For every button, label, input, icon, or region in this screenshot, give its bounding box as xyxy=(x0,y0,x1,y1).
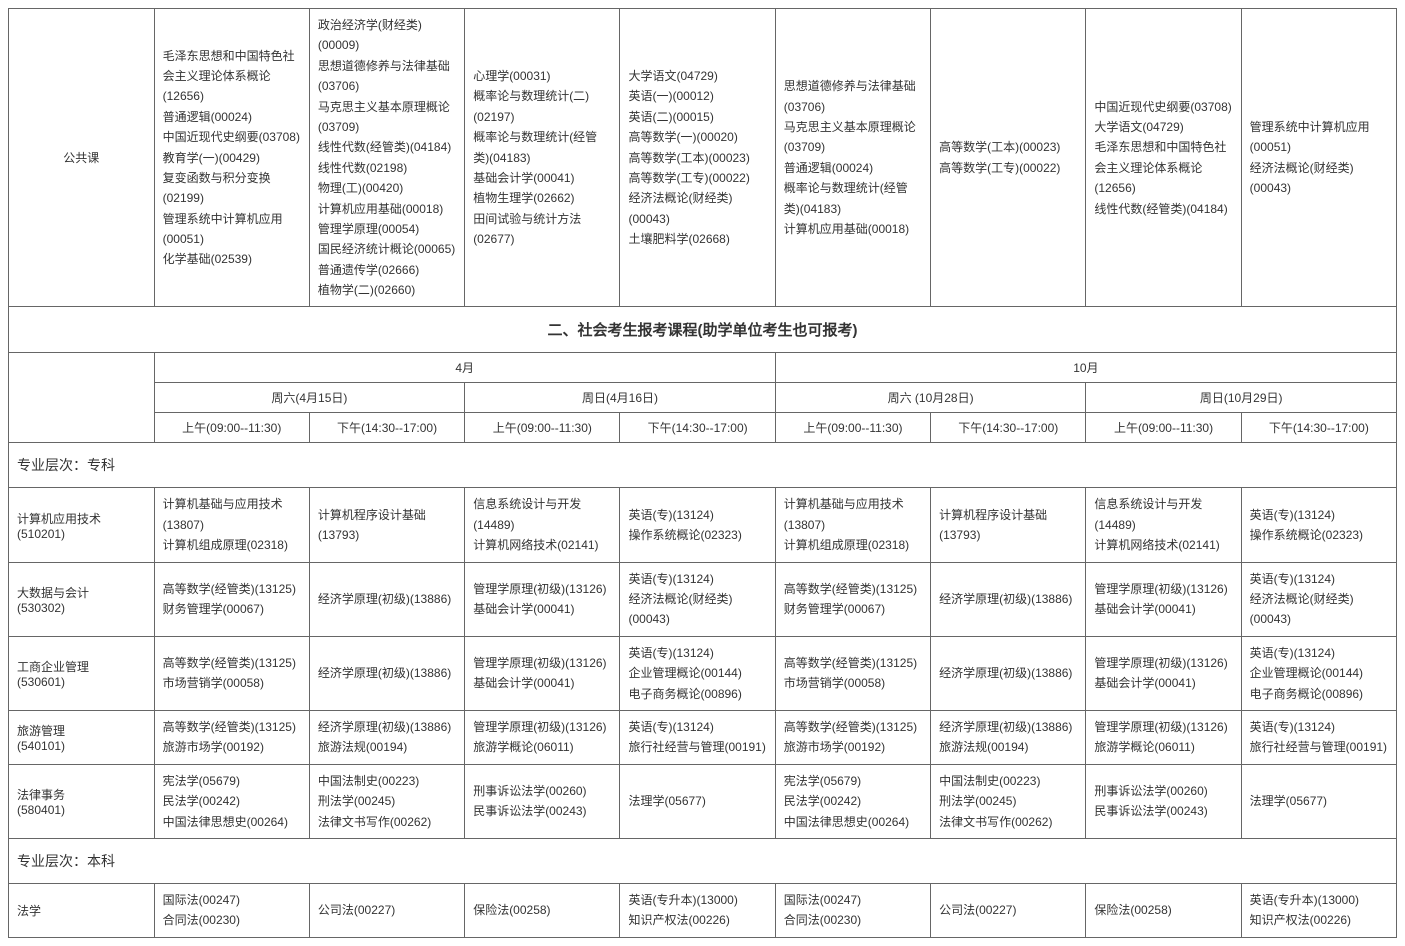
cell: 计算机基础与应用技术(13807)计算机组成原理(02318) xyxy=(775,488,930,562)
cell: 高等数学(经管类)(13125)市场营销学(00058) xyxy=(775,636,930,710)
cell: 英语(专)(13124)企业管理概论(00144)电子商务概论(00896) xyxy=(1241,636,1396,710)
cell: 管理学原理(初级)(13126)旅游学概论(06011) xyxy=(1086,710,1241,764)
cell: 政治经济学(财经类)(00009)思想道德修养与法律基础(03706)马克思主义… xyxy=(309,9,464,307)
slot-am: 上午(09:00--11:30) xyxy=(775,413,930,443)
cell: 高等数学(经管类)(13125)财务管理学(00067) xyxy=(154,562,309,636)
cell: 计算机基础与应用技术(13807)计算机组成原理(02318) xyxy=(154,488,309,562)
cell: 管理学原理(初级)(13126)基础会计学(00041) xyxy=(465,636,620,710)
slot-am: 上午(09:00--11:30) xyxy=(1086,413,1241,443)
cell: 宪法学(05679)民法学(00242)中国法律思想史(00264) xyxy=(154,764,309,838)
cell: 公司法(00227) xyxy=(309,883,464,937)
table-row: 法律事务(580401)宪法学(05679)民法学(00242)中国法律思想史(… xyxy=(9,764,1397,838)
day-sat-oct: 周六 (10月28日) xyxy=(775,383,1086,413)
cell: 经济学原理(初级)(13886) xyxy=(309,562,464,636)
cell: 保险法(00258) xyxy=(465,883,620,937)
cell: 英语(专)(13124)企业管理概论(00144)电子商务概论(00896) xyxy=(620,636,775,710)
slot-am: 上午(09:00--11:30) xyxy=(465,413,620,443)
cell: 计算机程序设计基础(13793) xyxy=(931,488,1086,562)
level-benke: 专业层次：本科 xyxy=(9,838,1397,883)
cell: 计算机程序设计基础(13793) xyxy=(309,488,464,562)
slot-pm: 下午(14:30--17:00) xyxy=(620,413,775,443)
cell: 英语(专升本)(13000)知识产权法(00226) xyxy=(620,883,775,937)
cell: 英语(专)(13124)经济法概论(财经类)(00043) xyxy=(1241,562,1396,636)
row-label: 法律事务(580401) xyxy=(9,764,155,838)
cell: 高等数学(经管类)(13125)市场营销学(00058) xyxy=(154,636,309,710)
cell: 经济学原理(初级)(13886)旅游法规(00194) xyxy=(309,710,464,764)
level-benke-row: 专业层次：本科 xyxy=(9,838,1397,883)
section-title-row: 二、社会考生报考课程(助学单位考生也可报考) xyxy=(9,307,1397,353)
day-sat-apr: 周六(4月15日) xyxy=(154,383,465,413)
row-label: 大数据与会计(530302) xyxy=(9,562,155,636)
section-title: 二、社会考生报考课程(助学单位考生也可报考) xyxy=(9,307,1397,353)
month-oct: 10月 xyxy=(775,353,1396,383)
cell: 中国近现代史纲要(03708)大学语文(04729)毛泽东思想和中国特色社会主义… xyxy=(1086,9,1241,307)
cell: 管理系统中计算机应用(00051)经济法概论(财经类)(00043) xyxy=(1241,9,1396,307)
table-row: 计算机应用技术(510201)计算机基础与应用技术(13807)计算机组成原理(… xyxy=(9,488,1397,562)
cell: 英语(专)(13124)旅行社经营与管理(00191) xyxy=(620,710,775,764)
row-label: 公共课 xyxy=(9,9,155,307)
day-sun-apr: 周日(4月16日) xyxy=(465,383,776,413)
slot-pm: 下午(14:30--17:00) xyxy=(1241,413,1396,443)
row-label: 旅游管理(540101) xyxy=(9,710,155,764)
level-zhuanke: 专业层次：专科 xyxy=(9,443,1397,488)
cell: 法理学(05677) xyxy=(1241,764,1396,838)
month-header-row: 4月 10月 xyxy=(9,353,1397,383)
blank-label xyxy=(9,353,155,443)
cell: 法理学(05677) xyxy=(620,764,775,838)
cell: 高等数学(经管类)(13125)财务管理学(00067) xyxy=(775,562,930,636)
cell: 英语(专)(13124)经济法概论(财经类)(00043) xyxy=(620,562,775,636)
cell: 高等数学(工本)(00023)高等数学(工专)(00022) xyxy=(931,9,1086,307)
day-sun-oct: 周日(10月29日) xyxy=(1086,383,1397,413)
table-row: 大数据与会计(530302)高等数学(经管类)(13125)财务管理学(0006… xyxy=(9,562,1397,636)
cell: 管理学原理(初级)(13126)基础会计学(00041) xyxy=(1086,562,1241,636)
cell: 管理学原理(初级)(13126)基础会计学(00041) xyxy=(465,562,620,636)
cell: 刑事诉讼法学(00260)民事诉讼法学(00243) xyxy=(1086,764,1241,838)
cell: 英语(专)(13124)旅行社经营与管理(00191) xyxy=(1241,710,1396,764)
slot-header-row: 上午(09:00--11:30) 下午(14:30--17:00) 上午(09:… xyxy=(9,413,1397,443)
cell: 管理学原理(初级)(13126)基础会计学(00041) xyxy=(1086,636,1241,710)
row-label: 计算机应用技术(510201) xyxy=(9,488,155,562)
cell: 经济学原理(初级)(13886) xyxy=(931,562,1086,636)
exam-schedule-table: 公共课 毛泽东思想和中国特色社会主义理论体系概论(12656)普通逻辑(0002… xyxy=(8,8,1397,938)
cell: 英语(专升本)(13000)知识产权法(00226) xyxy=(1241,883,1396,937)
cell: 高等数学(经管类)(13125)旅游市场学(00192) xyxy=(154,710,309,764)
cell: 保险法(00258) xyxy=(1086,883,1241,937)
cell: 中国法制史(00223)刑法学(00245)法律文书写作(00262) xyxy=(931,764,1086,838)
cell: 经济学原理(初级)(13886) xyxy=(931,636,1086,710)
slot-am: 上午(09:00--11:30) xyxy=(154,413,309,443)
cell: 经济学原理(初级)(13886)旅游法规(00194) xyxy=(931,710,1086,764)
top-public-row: 公共课 毛泽东思想和中国特色社会主义理论体系概论(12656)普通逻辑(0002… xyxy=(9,9,1397,307)
cell: 管理学原理(初级)(13126)旅游学概论(06011) xyxy=(465,710,620,764)
cell: 毛泽东思想和中国特色社会主义理论体系概论(12656)普通逻辑(00024)中国… xyxy=(154,9,309,307)
cell: 经济学原理(初级)(13886) xyxy=(309,636,464,710)
cell: 信息系统设计与开发(14489)计算机网络技术(02141) xyxy=(465,488,620,562)
table-row: 旅游管理(540101)高等数学(经管类)(13125)旅游市场学(00192)… xyxy=(9,710,1397,764)
row-label: 工商企业管理(530601) xyxy=(9,636,155,710)
month-apr: 4月 xyxy=(154,353,775,383)
cell: 公司法(00227) xyxy=(931,883,1086,937)
cell: 英语(专)(13124)操作系统概论(02323) xyxy=(1241,488,1396,562)
slot-pm: 下午(14:30--17:00) xyxy=(931,413,1086,443)
level-zhuanke-row: 专业层次：专科 xyxy=(9,443,1397,488)
cell: 思想道德修养与法律基础(03706)马克思主义基本原理概论(03709)普通逻辑… xyxy=(775,9,930,307)
cell: 国际法(00247)合同法(00230) xyxy=(775,883,930,937)
cell: 中国法制史(00223)刑法学(00245)法律文书写作(00262) xyxy=(309,764,464,838)
cell: 大学语文(04729)英语(一)(00012)英语(二)(00015)高等数学(… xyxy=(620,9,775,307)
table-row: 法学国际法(00247)合同法(00230)公司法(00227)保险法(0025… xyxy=(9,883,1397,937)
table-row: 工商企业管理(530601)高等数学(经管类)(13125)市场营销学(0005… xyxy=(9,636,1397,710)
cell: 宪法学(05679)民法学(00242)中国法律思想史(00264) xyxy=(775,764,930,838)
cell: 心理学(00031)概率论与数理统计(二)(02197)概率论与数理统计(经管类… xyxy=(465,9,620,307)
slot-pm: 下午(14:30--17:00) xyxy=(309,413,464,443)
cell: 国际法(00247)合同法(00230) xyxy=(154,883,309,937)
day-header-row: 周六(4月15日) 周日(4月16日) 周六 (10月28日) 周日(10月29… xyxy=(9,383,1397,413)
cell: 高等数学(经管类)(13125)旅游市场学(00192) xyxy=(775,710,930,764)
cell: 信息系统设计与开发(14489)计算机网络技术(02141) xyxy=(1086,488,1241,562)
cell: 刑事诉讼法学(00260)民事诉讼法学(00243) xyxy=(465,764,620,838)
row-label: 法学 xyxy=(9,883,155,937)
cell: 英语(专)(13124)操作系统概论(02323) xyxy=(620,488,775,562)
